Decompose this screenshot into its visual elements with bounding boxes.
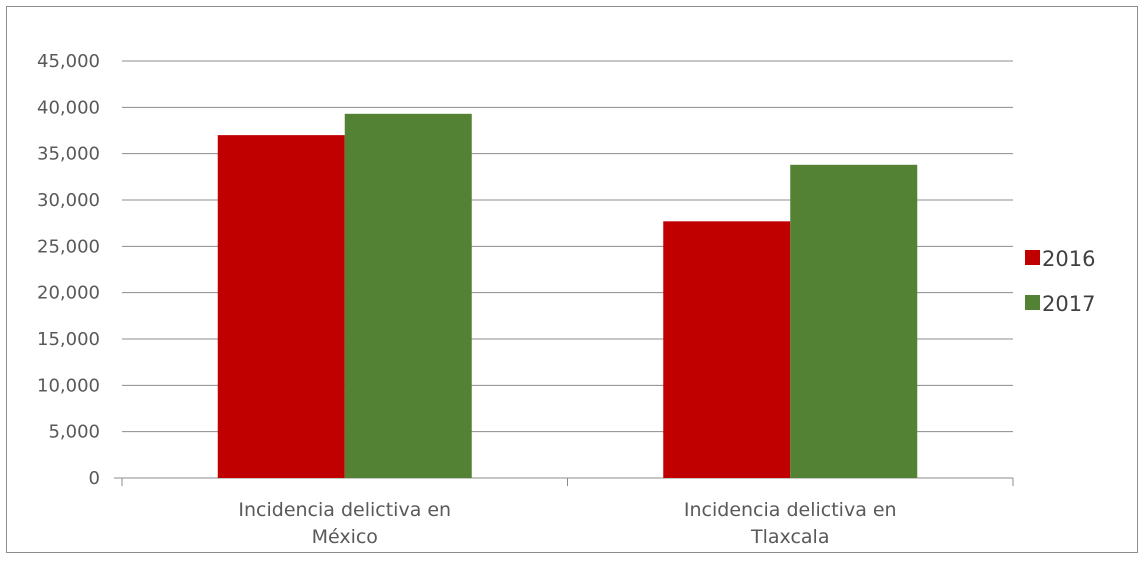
y-tick-label: 45,000 [37, 51, 100, 72]
legend-label-2016: 2016 [1042, 247, 1095, 271]
y-tick-label: 25,000 [37, 236, 100, 257]
bar-2017-0 [344, 113, 472, 478]
legend-label-2017: 2017 [1042, 292, 1095, 316]
bar-2016-0 [217, 135, 345, 478]
x-category-label: Incidencia delictiva en [684, 499, 897, 521]
legend-swatch-2017 [1025, 295, 1040, 310]
y-tick-label: 35,000 [37, 144, 100, 165]
x-category-label: México [312, 526, 378, 548]
bar-2016-1 [663, 221, 791, 478]
y-tick-label: 5,000 [48, 422, 100, 443]
x-category-label: Incidencia delictiva en [238, 499, 451, 521]
y-tick-label: 30,000 [37, 190, 100, 211]
y-tick-label: 10,000 [37, 375, 100, 396]
x-category-label: Tlaxcala [750, 526, 829, 548]
y-tick-label: 15,000 [37, 329, 100, 350]
y-tick-label: 0 [89, 468, 100, 489]
bar-2017-1 [790, 164, 918, 478]
legend-swatch-2016 [1025, 250, 1040, 265]
y-tick-label: 40,000 [37, 97, 100, 118]
y-tick-label: 20,000 [37, 283, 100, 304]
chart-frame [6, 6, 1138, 553]
